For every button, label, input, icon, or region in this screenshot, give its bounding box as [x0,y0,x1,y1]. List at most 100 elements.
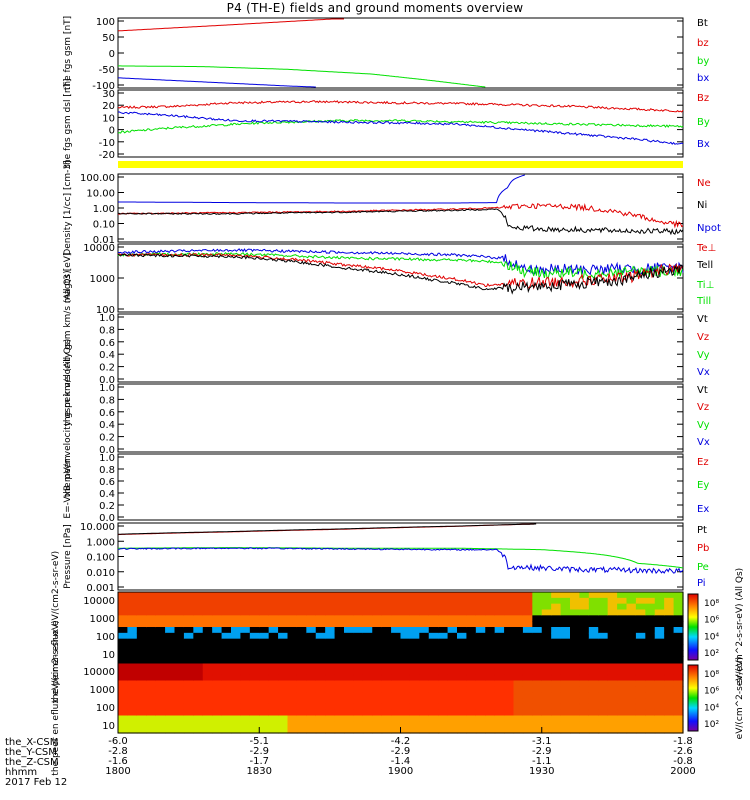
spectrogram-cell [146,603,157,611]
spectrogram-cell [579,680,590,687]
spectrogram-cell [457,615,468,622]
spectrogram-cell [212,632,223,640]
spectrogram-cell [381,621,392,628]
colorbar-tick-label: 10⁶ [704,687,719,697]
spectrogram-cell [570,627,581,634]
spectrogram-cell [391,692,402,699]
spectrogram-cell [419,727,430,734]
spectrogram-cell [428,698,439,705]
spectrogram-cell [438,709,449,717]
spectrogram-cell [409,721,420,728]
spectrogram-cell [287,656,298,663]
spectrogram-cell [475,597,486,605]
series-line-Pt [118,523,537,535]
spectrogram-cell [118,663,129,670]
spectrogram-cell [362,638,373,646]
spectrogram-cell [231,709,242,717]
spectrogram-cell [344,715,355,722]
spectrogram-cell [249,698,260,705]
spectrogram-cell [391,656,402,663]
spectrogram-cell [221,715,232,722]
spectrogram-cell [635,621,646,628]
spectrogram-cell [617,680,628,687]
spectrogram-cell [334,621,345,628]
spectrogram-cell [362,668,373,676]
series-line-Npot [117,208,684,236]
spectrogram-cell [231,698,242,705]
spectrogram-cell [400,727,411,734]
spectrogram-cell [240,627,251,634]
spectrogram-cell [202,621,213,628]
spectrogram-cell [221,644,232,651]
spectrogram-cell [570,609,581,616]
spectrogram-cell [664,692,675,699]
spectrogram-cell [344,627,355,634]
spectrogram-cell [249,727,260,734]
spectrogram-cell [391,597,402,605]
spectrogram-cell [249,668,260,676]
spectrogram-cell [259,621,270,628]
spectrogram-cell [127,638,138,646]
spectrogram-cell [485,627,496,634]
spectrogram-cell [278,627,289,634]
y-axis-label: the fgs gsm dsl [nT] [63,78,73,168]
spectrogram-cell [165,674,176,682]
spectrogram-cell [353,597,364,605]
spectrogram-cell [607,650,618,657]
spectrogram-cell [372,656,383,663]
spectrogram-cell [259,692,270,699]
spectrogram-cell [391,709,402,717]
spectrogram-cell [287,692,298,699]
spectrogram-cell [579,668,590,676]
spectrogram-cell [268,644,279,651]
spectrogram-cell [259,680,270,687]
spectrogram-cell [626,663,637,670]
spectrogram-cell [268,632,279,640]
spectrogram-cell [664,638,675,646]
spectrogram-cell [673,621,684,628]
spectrogram-cell [259,721,270,728]
spectrogram-cell [466,597,477,605]
spectrogram-cell [664,656,675,663]
spectrogram-cell [259,703,270,711]
spectrogram-cell [212,709,223,717]
spectrogram-cell [447,650,458,657]
spectrogram-cell [240,703,251,711]
spectrogram-cell [306,609,317,616]
spectrogram-cell [409,621,420,628]
spectrogram-cell [174,709,185,717]
spectrogram-cell [287,603,298,611]
spectrogram-cell [504,609,515,616]
spectrogram-cell [278,656,289,663]
spectrogram-cell [381,686,392,693]
spectrogram-cell [598,709,609,717]
spectrogram-cell [598,597,609,605]
spectrogram-cell [334,686,345,693]
spectrogram-cell [664,615,675,622]
spectrogram-cell [268,674,279,682]
spectrogram-cell [183,650,194,657]
spectrogram-cell [231,663,242,670]
spectrogram-cell [598,663,609,670]
spectrogram-cell [532,603,543,611]
spectrogram-cell [504,603,515,611]
spectrogram-cell [438,721,449,728]
spectrogram-cell [174,592,185,599]
spectrogram-cell [588,715,599,722]
spectrogram-cell [645,644,656,651]
spectrogram-cell [504,668,515,676]
spectrogram-cell [607,703,618,711]
spectrogram-cell [504,703,515,711]
spectrogram-cell [155,721,166,728]
spectrogram-cell [522,644,533,651]
spectrogram-cell [221,721,232,728]
spectrogram-cell [362,627,373,634]
spectrogram-cell [419,592,430,599]
spectrogram-cell [428,615,439,622]
spectrogram-cell [136,663,147,670]
spectrogram-cell [607,727,618,734]
spectrogram-cell [268,703,279,711]
spectrogram-cell [598,638,609,646]
spectrogram-cell [315,663,326,670]
series-line-Ti⊥ [117,248,684,276]
